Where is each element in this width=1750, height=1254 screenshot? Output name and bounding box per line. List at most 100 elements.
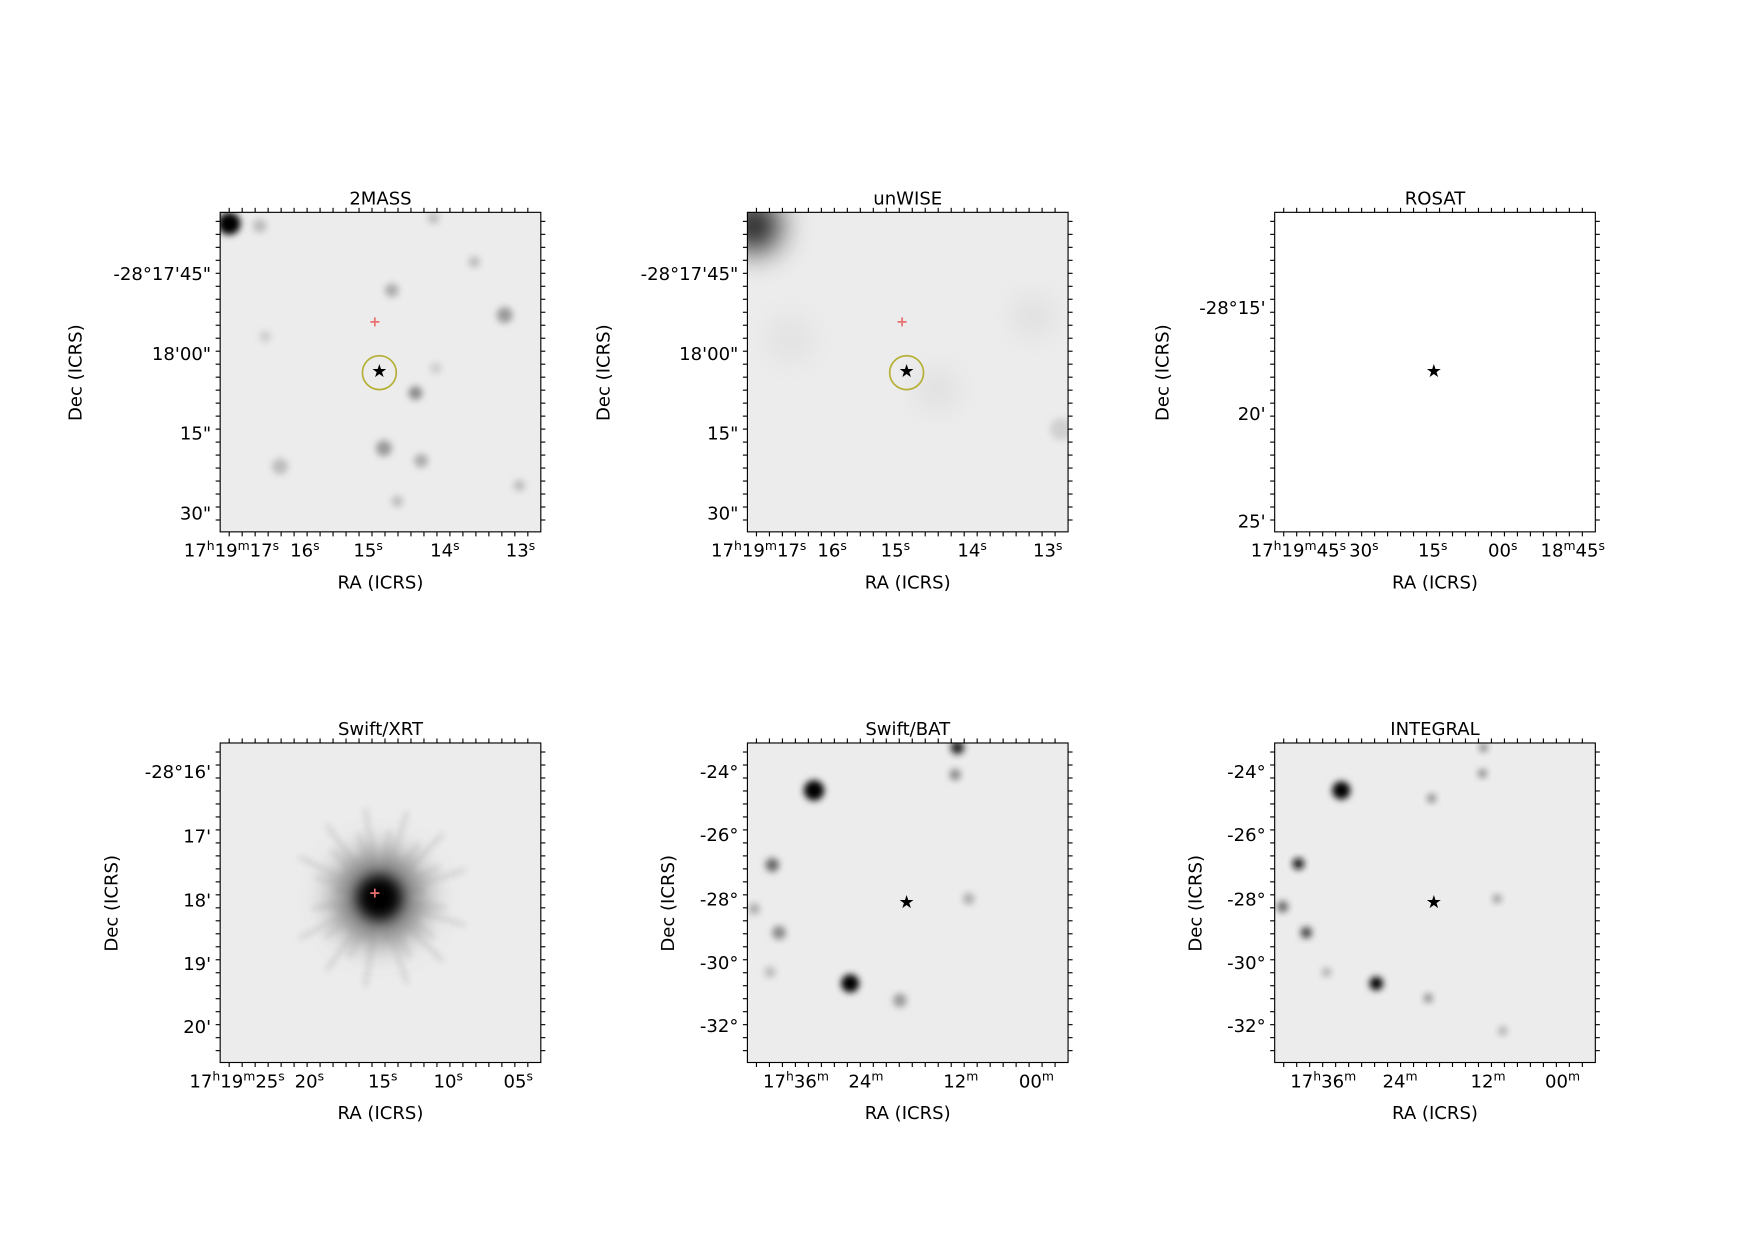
x-tick-label: 12m [1471, 1069, 1506, 1093]
y-axis-label: Dec (ICRS) [101, 855, 122, 952]
x-tick-label: 17h19m45s [1251, 538, 1346, 562]
source-blob [513, 479, 525, 492]
source-blob [893, 993, 907, 1008]
y-tick-label: 20' [1238, 404, 1266, 425]
source-blob [841, 974, 860, 993]
error-circle [361, 354, 398, 391]
y-tick-label: -26° [1227, 825, 1266, 846]
y-tick-label: 19' [183, 954, 211, 975]
y-axis-label: Dec (ICRS) [1185, 855, 1206, 952]
x-axis-label: RA (ICRS) [1392, 572, 1478, 593]
y-tick-label: -28°15' [1199, 298, 1265, 319]
y-axis-label: Dec (ICRS) [1153, 324, 1174, 421]
source-blob [963, 893, 975, 905]
x-tick-label: 15s [1418, 538, 1447, 562]
source-star: ★ [1426, 361, 1442, 382]
source-blob [375, 440, 392, 457]
y-tick-label: -30° [1227, 953, 1266, 974]
source-blob [747, 212, 780, 251]
source-blob [259, 330, 271, 343]
x-tick-label: 13s [1033, 538, 1062, 562]
image [289, 808, 466, 988]
source-blob [748, 903, 760, 915]
panel-title: 2MASS [349, 188, 411, 209]
x-tick-label: 17h36m [1290, 1069, 1356, 1093]
image-background [747, 212, 1069, 532]
source-blob [1300, 927, 1312, 939]
x-tick-label: 24m [1382, 1069, 1417, 1093]
x-axis-label: RA (ICRS) [865, 572, 951, 593]
source-blob [1423, 993, 1433, 1003]
source-blob [803, 780, 825, 801]
source-blob [272, 458, 288, 475]
y-axis-label: Dec (ICRS) [594, 324, 615, 421]
source-star: ★ [899, 361, 915, 382]
axes-frame [746, 742, 1069, 1064]
image [747, 212, 1069, 441]
x-tick-label: 18m45s [1540, 538, 1604, 562]
source-blob [1292, 858, 1305, 870]
x-tick-label: 24m [848, 1069, 883, 1093]
panel: ★ Swift/BAT RA (ICRS) Dec (ICRS) 17h36m 24m 12… [658, 719, 1073, 1124]
source-blob [414, 453, 428, 468]
y-tick-label: 30" [180, 503, 211, 524]
x-tick-label: 17h19m25s [189, 1069, 284, 1093]
y-axis-label: Dec (ICRS) [658, 855, 679, 952]
x-tick-label: 13s [506, 538, 535, 562]
y-tick-label: 20' [183, 1017, 211, 1038]
y-tick-label: -26° [700, 825, 738, 846]
image-background [747, 742, 1069, 1063]
x-axis-label: RA (ICRS) [1392, 1103, 1478, 1124]
source-blob [391, 495, 404, 508]
source-blob [772, 925, 786, 940]
y-tick-label: -32° [700, 1016, 738, 1037]
image-background [1274, 212, 1596, 532]
position-cross [370, 888, 380, 898]
source-star: ★ [371, 892, 387, 913]
psf-core [356, 875, 402, 921]
image [748, 742, 975, 1008]
y-tick-label: -28°17'45" [113, 264, 211, 285]
panel: ★ INTEGRAL RA (ICRS) Dec (ICRS) 17h36m 24m 12m… [1185, 719, 1600, 1124]
source-blob [1479, 742, 1489, 753]
y-tick-label: 25' [1238, 511, 1266, 532]
x-tick-label: 20s [295, 1069, 324, 1093]
source-blob [468, 256, 480, 268]
panel-title: ROSAT [1405, 188, 1466, 209]
x-tick-label: 00s [1488, 538, 1517, 562]
y-tick-label: -28°17'45" [641, 264, 739, 285]
source-blob [1369, 976, 1384, 991]
source-blob [949, 768, 961, 781]
y-tick-label: -32° [1227, 1016, 1266, 1037]
source-blob [765, 858, 780, 872]
x-axis-label: RA (ICRS) [338, 572, 424, 593]
source-star: ★ [899, 892, 915, 913]
position-cross [370, 317, 380, 327]
error-circle [888, 354, 925, 391]
y-axis-label: Dec (ICRS) [65, 324, 86, 421]
panel-title: unWISE [873, 188, 942, 209]
y-tick-label: -28° [1227, 890, 1266, 911]
panel: ★ Swift/XRT RA (ICRS) Dec (ICRS) 17h19m25s 20… [101, 719, 546, 1124]
source-blob [1050, 417, 1069, 441]
image-background [220, 212, 541, 532]
x-tick-label: 14s [957, 538, 986, 562]
panel: ★ 2MASS RA (ICRS) Dec (ICRS) 17h19m17s 16s 15s… [65, 188, 546, 593]
image [1276, 742, 1508, 1036]
source-blob [430, 362, 442, 374]
y-tick-label: 18'00" [152, 344, 211, 365]
source-blob [496, 307, 513, 323]
image [220, 212, 525, 508]
source-blob [770, 318, 811, 360]
source-star: ★ [371, 361, 387, 382]
source-blob [1322, 967, 1332, 977]
source-blob [408, 386, 423, 400]
y-tick-label: -28°16' [145, 762, 211, 783]
x-tick-label: 17h36m [763, 1069, 829, 1093]
axes-frame [219, 211, 542, 533]
source-blob [220, 212, 241, 235]
source-blob [385, 283, 399, 298]
y-tick-label: 17' [183, 826, 211, 847]
x-tick-label: 00m [1545, 1069, 1580, 1093]
